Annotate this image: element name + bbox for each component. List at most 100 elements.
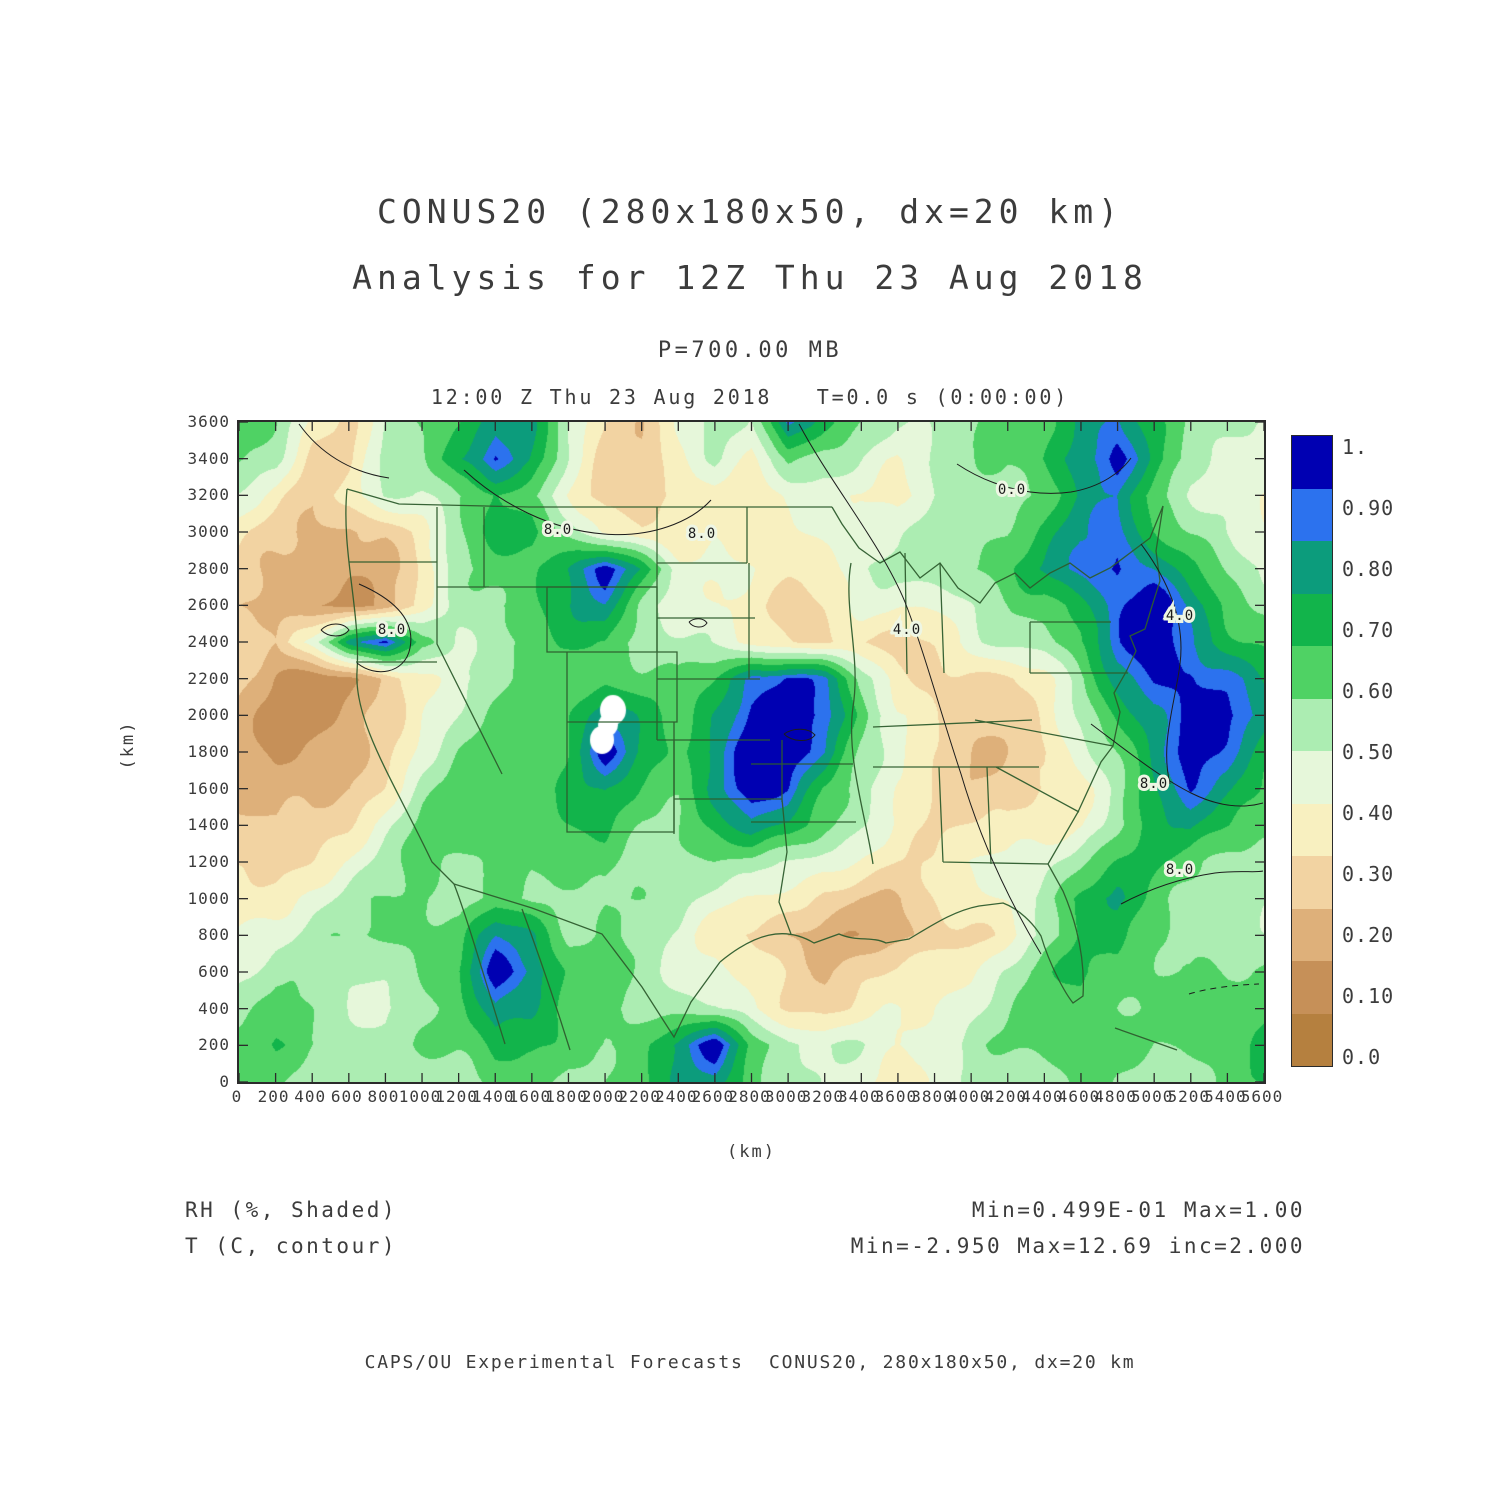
x-tick-label: 5400 bbox=[1204, 1087, 1247, 1106]
colorbar-tick-label: 0.50 bbox=[1342, 740, 1395, 764]
y-tick-label: 1200 bbox=[187, 852, 230, 871]
y-tick-label: 400 bbox=[198, 998, 230, 1018]
us-canada-border bbox=[346, 488, 832, 508]
x-tick-label: 400 bbox=[294, 1087, 327, 1106]
colorbar-labels: 1. 0.90 0.80 0.70 0.60 0.50 0.40 0.30 0.20 0.10 0.… bbox=[1342, 435, 1432, 1069]
plot-title-line2: Analysis for 12Z Thu 23 Aug 2018 bbox=[352, 258, 1148, 297]
x-tick-label: 5200 bbox=[1167, 1087, 1211, 1106]
contour-label: 8.0 bbox=[544, 522, 572, 538]
great-lakes-border bbox=[831, 505, 1164, 604]
colorbar-tick-label: 0.10 bbox=[1342, 984, 1395, 1008]
x-tick-label: 2400 bbox=[655, 1087, 698, 1106]
contour-line bbox=[298, 423, 390, 479]
gulf-coastline bbox=[719, 863, 1084, 1004]
x-tick-label: 2200 bbox=[618, 1087, 661, 1106]
x-tick-label: 4400 bbox=[1021, 1087, 1064, 1106]
contour-line bbox=[798, 423, 1042, 955]
colorbar-swatch bbox=[1292, 436, 1332, 489]
shaded-field-legend: RH (%, Shaded) bbox=[185, 1198, 398, 1222]
contour-line-dashed bbox=[1188, 983, 1260, 995]
temperature-contours bbox=[298, 423, 1264, 995]
x-tick-label: 1600 bbox=[508, 1087, 552, 1106]
state-borders-southeast bbox=[872, 719, 1114, 865]
y-tick-label: 3200 bbox=[187, 485, 230, 505]
colorbar-tick-label: 0.80 bbox=[1342, 557, 1395, 581]
colorbar-swatch bbox=[1292, 1013, 1332, 1066]
colorbar-tick-label: 0.20 bbox=[1342, 923, 1395, 947]
y-tick-label: 1000 bbox=[187, 888, 230, 908]
y-tick-label: 2600 bbox=[187, 595, 230, 615]
y-axis-unit-label: (km) bbox=[118, 720, 138, 770]
contour-line bbox=[1120, 870, 1264, 905]
x-tick-label: 2600 bbox=[691, 1087, 735, 1106]
colorbar-swatch bbox=[1292, 541, 1332, 594]
contour-line bbox=[1140, 543, 1182, 785]
y-tick-label: 1400 bbox=[187, 815, 230, 835]
pacific-coastline bbox=[345, 488, 455, 885]
colorbar-tick-label: 0.90 bbox=[1342, 496, 1395, 520]
contour-label: 4.0 bbox=[1166, 608, 1194, 624]
shaded-field-stats: Min=0.499E-01 Max=1.00 bbox=[971, 1198, 1305, 1222]
colorbar-swatch bbox=[1292, 961, 1332, 1014]
y-tick-label: 3600 bbox=[187, 412, 230, 431]
y-tick-label: 600 bbox=[198, 962, 230, 981]
x-tick-label: 3200 bbox=[801, 1087, 844, 1106]
contour-label: 8.0 bbox=[378, 622, 406, 638]
x-tick-label: 3000 bbox=[764, 1087, 808, 1106]
map-plot-area: 8.0 8.0 8.0 0.0 4.0 4.0 8.0 8.0 bbox=[237, 420, 1266, 1084]
colorbar-swatch bbox=[1292, 751, 1332, 804]
contour-label: 4.0 bbox=[893, 622, 921, 638]
y-tick-label: 0 bbox=[219, 1072, 230, 1091]
colorbar-swatch bbox=[1292, 593, 1332, 646]
mexico-west-coastline bbox=[521, 908, 571, 1051]
colorbar-tick-label: 0.60 bbox=[1342, 679, 1395, 703]
y-tick-label: 2200 bbox=[187, 668, 230, 688]
contour-label: 0.0 bbox=[998, 482, 1026, 498]
y-tick-label: 1600 bbox=[187, 778, 230, 798]
state-borders-west bbox=[349, 507, 657, 775]
contour-loop bbox=[688, 618, 708, 628]
x-tick-label: 1400 bbox=[471, 1087, 515, 1106]
colorbar-swatch bbox=[1292, 908, 1332, 961]
x-tick-label: 1000 bbox=[398, 1087, 442, 1106]
contour-label: 8.0 bbox=[1166, 862, 1194, 878]
x-tick-label: 3600 bbox=[874, 1087, 918, 1106]
pressure-level-label: P=700.00 MB bbox=[657, 338, 843, 363]
y-axis-tick-labels: 3600 3400 3200 3000 2800 2600 2400 2200 2000 1800… bbox=[150, 412, 230, 1091]
x-tick-label: 4200 bbox=[984, 1087, 1028, 1106]
colorbar-swatch bbox=[1292, 698, 1332, 751]
contour-loop bbox=[783, 728, 816, 741]
contour-line bbox=[1090, 723, 1264, 807]
colorbar-tick-label: 0.0 bbox=[1342, 1045, 1382, 1069]
baja-coastline bbox=[453, 883, 506, 1045]
x-axis-tick-labels: 0 200 400 600 800 1000 1200 1400 1600 1800 2000 220… bbox=[232, 1087, 1283, 1109]
x-tick-label: 5000 bbox=[1130, 1087, 1174, 1106]
colorbar-tick-label: 0.70 bbox=[1342, 618, 1395, 642]
footer-credit: CAPS/OU Experimental Forecasts CONUS20, … bbox=[364, 1352, 1136, 1373]
valid-time-label: 12:00 Z Thu 23 Aug 2018 T=0.0 s (0:00:00… bbox=[430, 385, 1070, 409]
contour-line bbox=[956, 457, 1132, 494]
plot-title-line1: CONUS20 (280x180x50, dx=20 km) bbox=[376, 192, 1124, 231]
x-tick-label: 800 bbox=[367, 1087, 400, 1106]
axis-tick-marks bbox=[239, 422, 1264, 1082]
colorbar-swatch bbox=[1292, 646, 1332, 699]
x-tick-label: 1200 bbox=[435, 1087, 478, 1106]
geographic-borders bbox=[345, 488, 1178, 1051]
colorbar-swatch bbox=[1292, 488, 1332, 541]
y-tick-label: 800 bbox=[198, 925, 230, 945]
colorbar-tick-label: 1. bbox=[1342, 435, 1369, 459]
contour-line bbox=[463, 469, 712, 536]
contour-loop bbox=[320, 623, 350, 637]
y-tick-label: 3400 bbox=[187, 448, 230, 468]
colorbar-swatch bbox=[1292, 803, 1332, 856]
y-tick-label: 2400 bbox=[187, 632, 230, 651]
x-tick-label: 2000 bbox=[581, 1087, 625, 1106]
x-tick-label: 4000 bbox=[947, 1087, 991, 1106]
contour-label: 8.0 bbox=[1140, 776, 1168, 792]
y-tick-label: 1800 bbox=[187, 742, 230, 761]
x-tick-label: 200 bbox=[257, 1087, 290, 1106]
contour-label-group: 8.0 8.0 8.0 0.0 4.0 4.0 8.0 8.0 bbox=[375, 479, 1196, 881]
state-borders-northeast bbox=[1029, 621, 1128, 674]
y-tick-label: 3000 bbox=[187, 522, 230, 541]
